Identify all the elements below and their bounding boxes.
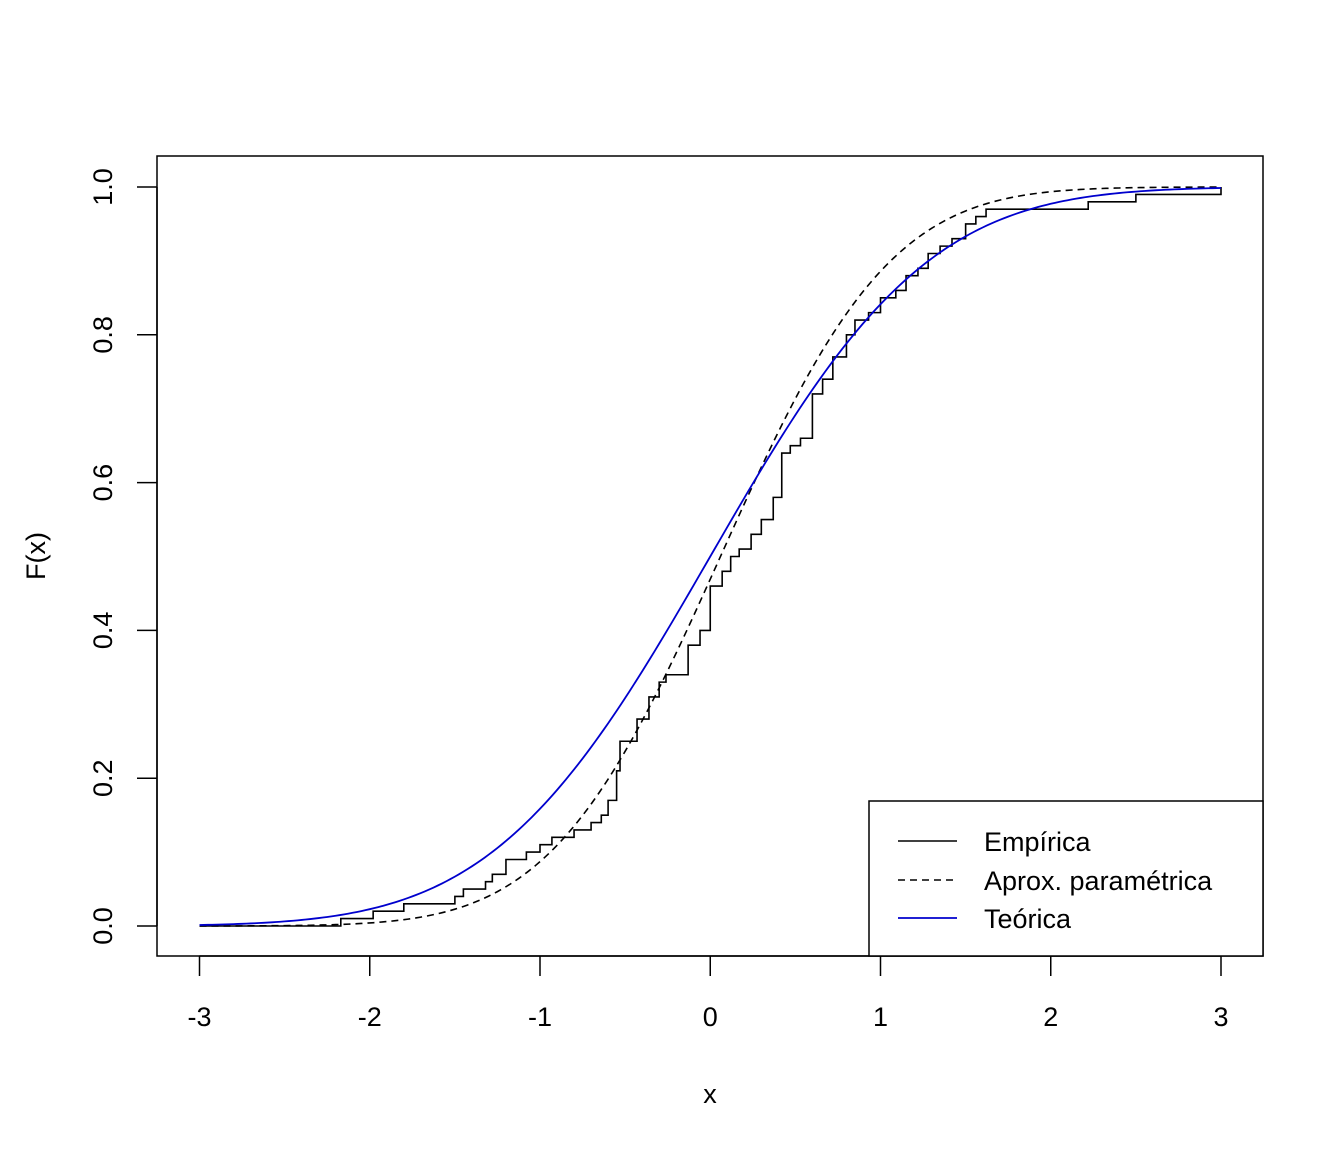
x-tick-label: 2 bbox=[1043, 1002, 1058, 1032]
y-tick-label: 0.0 bbox=[88, 907, 118, 945]
x-axis: -3 -2 -1 0 1 2 3 bbox=[187, 955, 1229, 1032]
series-line-2 bbox=[199, 186, 1222, 927]
legend-label: Aprox. paramétrica bbox=[984, 866, 1213, 896]
y-tick-label: 1.0 bbox=[88, 168, 118, 206]
series-line-1 bbox=[199, 187, 1222, 927]
y-tick-label: 0.2 bbox=[88, 759, 118, 797]
x-tick-label: -2 bbox=[358, 1002, 382, 1032]
x-tick-label: 1 bbox=[873, 1002, 888, 1032]
y-tick-label: 0.6 bbox=[88, 464, 118, 502]
x-tick-label: -1 bbox=[528, 1002, 552, 1032]
y-tick-label: 0.8 bbox=[88, 316, 118, 354]
curves-layer bbox=[199, 186, 1222, 927]
legend-box bbox=[868, 800, 1264, 957]
x-tick-label: -3 bbox=[187, 1002, 211, 1032]
y-axis: 0.0 0.2 0.4 0.6 0.8 1.0 bbox=[88, 168, 158, 945]
legend-label: Teórica bbox=[984, 904, 1072, 934]
x-tick-label: 0 bbox=[703, 1002, 718, 1032]
legend-label: Empírica bbox=[984, 827, 1092, 857]
x-axis-title: x bbox=[703, 1079, 717, 1109]
y-tick-label: 0.4 bbox=[88, 612, 118, 650]
series-line-3 bbox=[199, 187, 1222, 926]
legend: Empírica Aprox. paramétrica Teórica bbox=[868, 800, 1264, 957]
y-axis-title: F(x) bbox=[21, 532, 51, 580]
x-tick-label: 3 bbox=[1213, 1002, 1228, 1032]
